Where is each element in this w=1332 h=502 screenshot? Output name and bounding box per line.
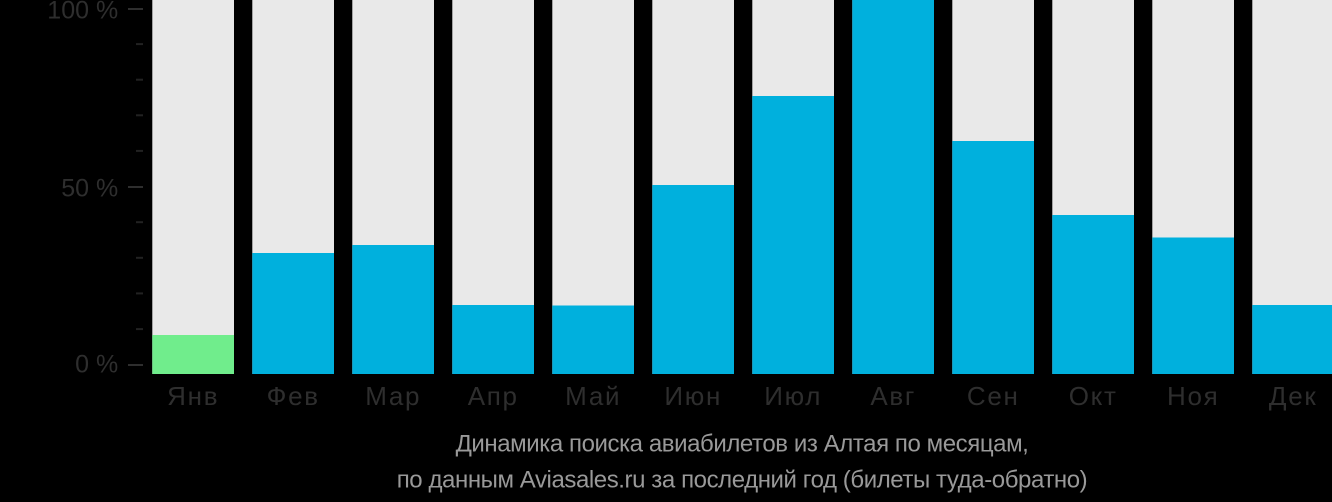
svg-text:Июл: Июл bbox=[764, 381, 822, 411]
svg-text:Авг: Авг bbox=[870, 381, 916, 411]
svg-text:Мар: Мар bbox=[365, 381, 421, 411]
svg-text:100 %: 100 % bbox=[47, 0, 118, 25]
svg-text:Апр: Апр bbox=[468, 381, 519, 411]
svg-text:Сен: Сен bbox=[967, 381, 1020, 411]
svg-text:Ноя: Ноя bbox=[1167, 381, 1219, 411]
svg-text:Дек: Дек bbox=[1269, 381, 1318, 411]
svg-text:Окт: Окт bbox=[1069, 381, 1118, 411]
svg-text:Июн: Июн bbox=[664, 381, 722, 411]
svg-text:50 %: 50 % bbox=[61, 174, 118, 202]
svg-text:Янв: Янв bbox=[167, 381, 219, 411]
svg-text:0 %: 0 % bbox=[75, 351, 118, 379]
svg-text:Фев: Фев bbox=[267, 381, 320, 411]
svg-text:по данным Aviasales.ru за посл: по данным Aviasales.ru за последний год … bbox=[397, 467, 1088, 494]
svg-text:Май: Май bbox=[565, 381, 621, 411]
svg-text:Динамика поиска авиабилетов из: Динамика поиска авиабилетов из Алтая по … bbox=[456, 431, 1029, 458]
